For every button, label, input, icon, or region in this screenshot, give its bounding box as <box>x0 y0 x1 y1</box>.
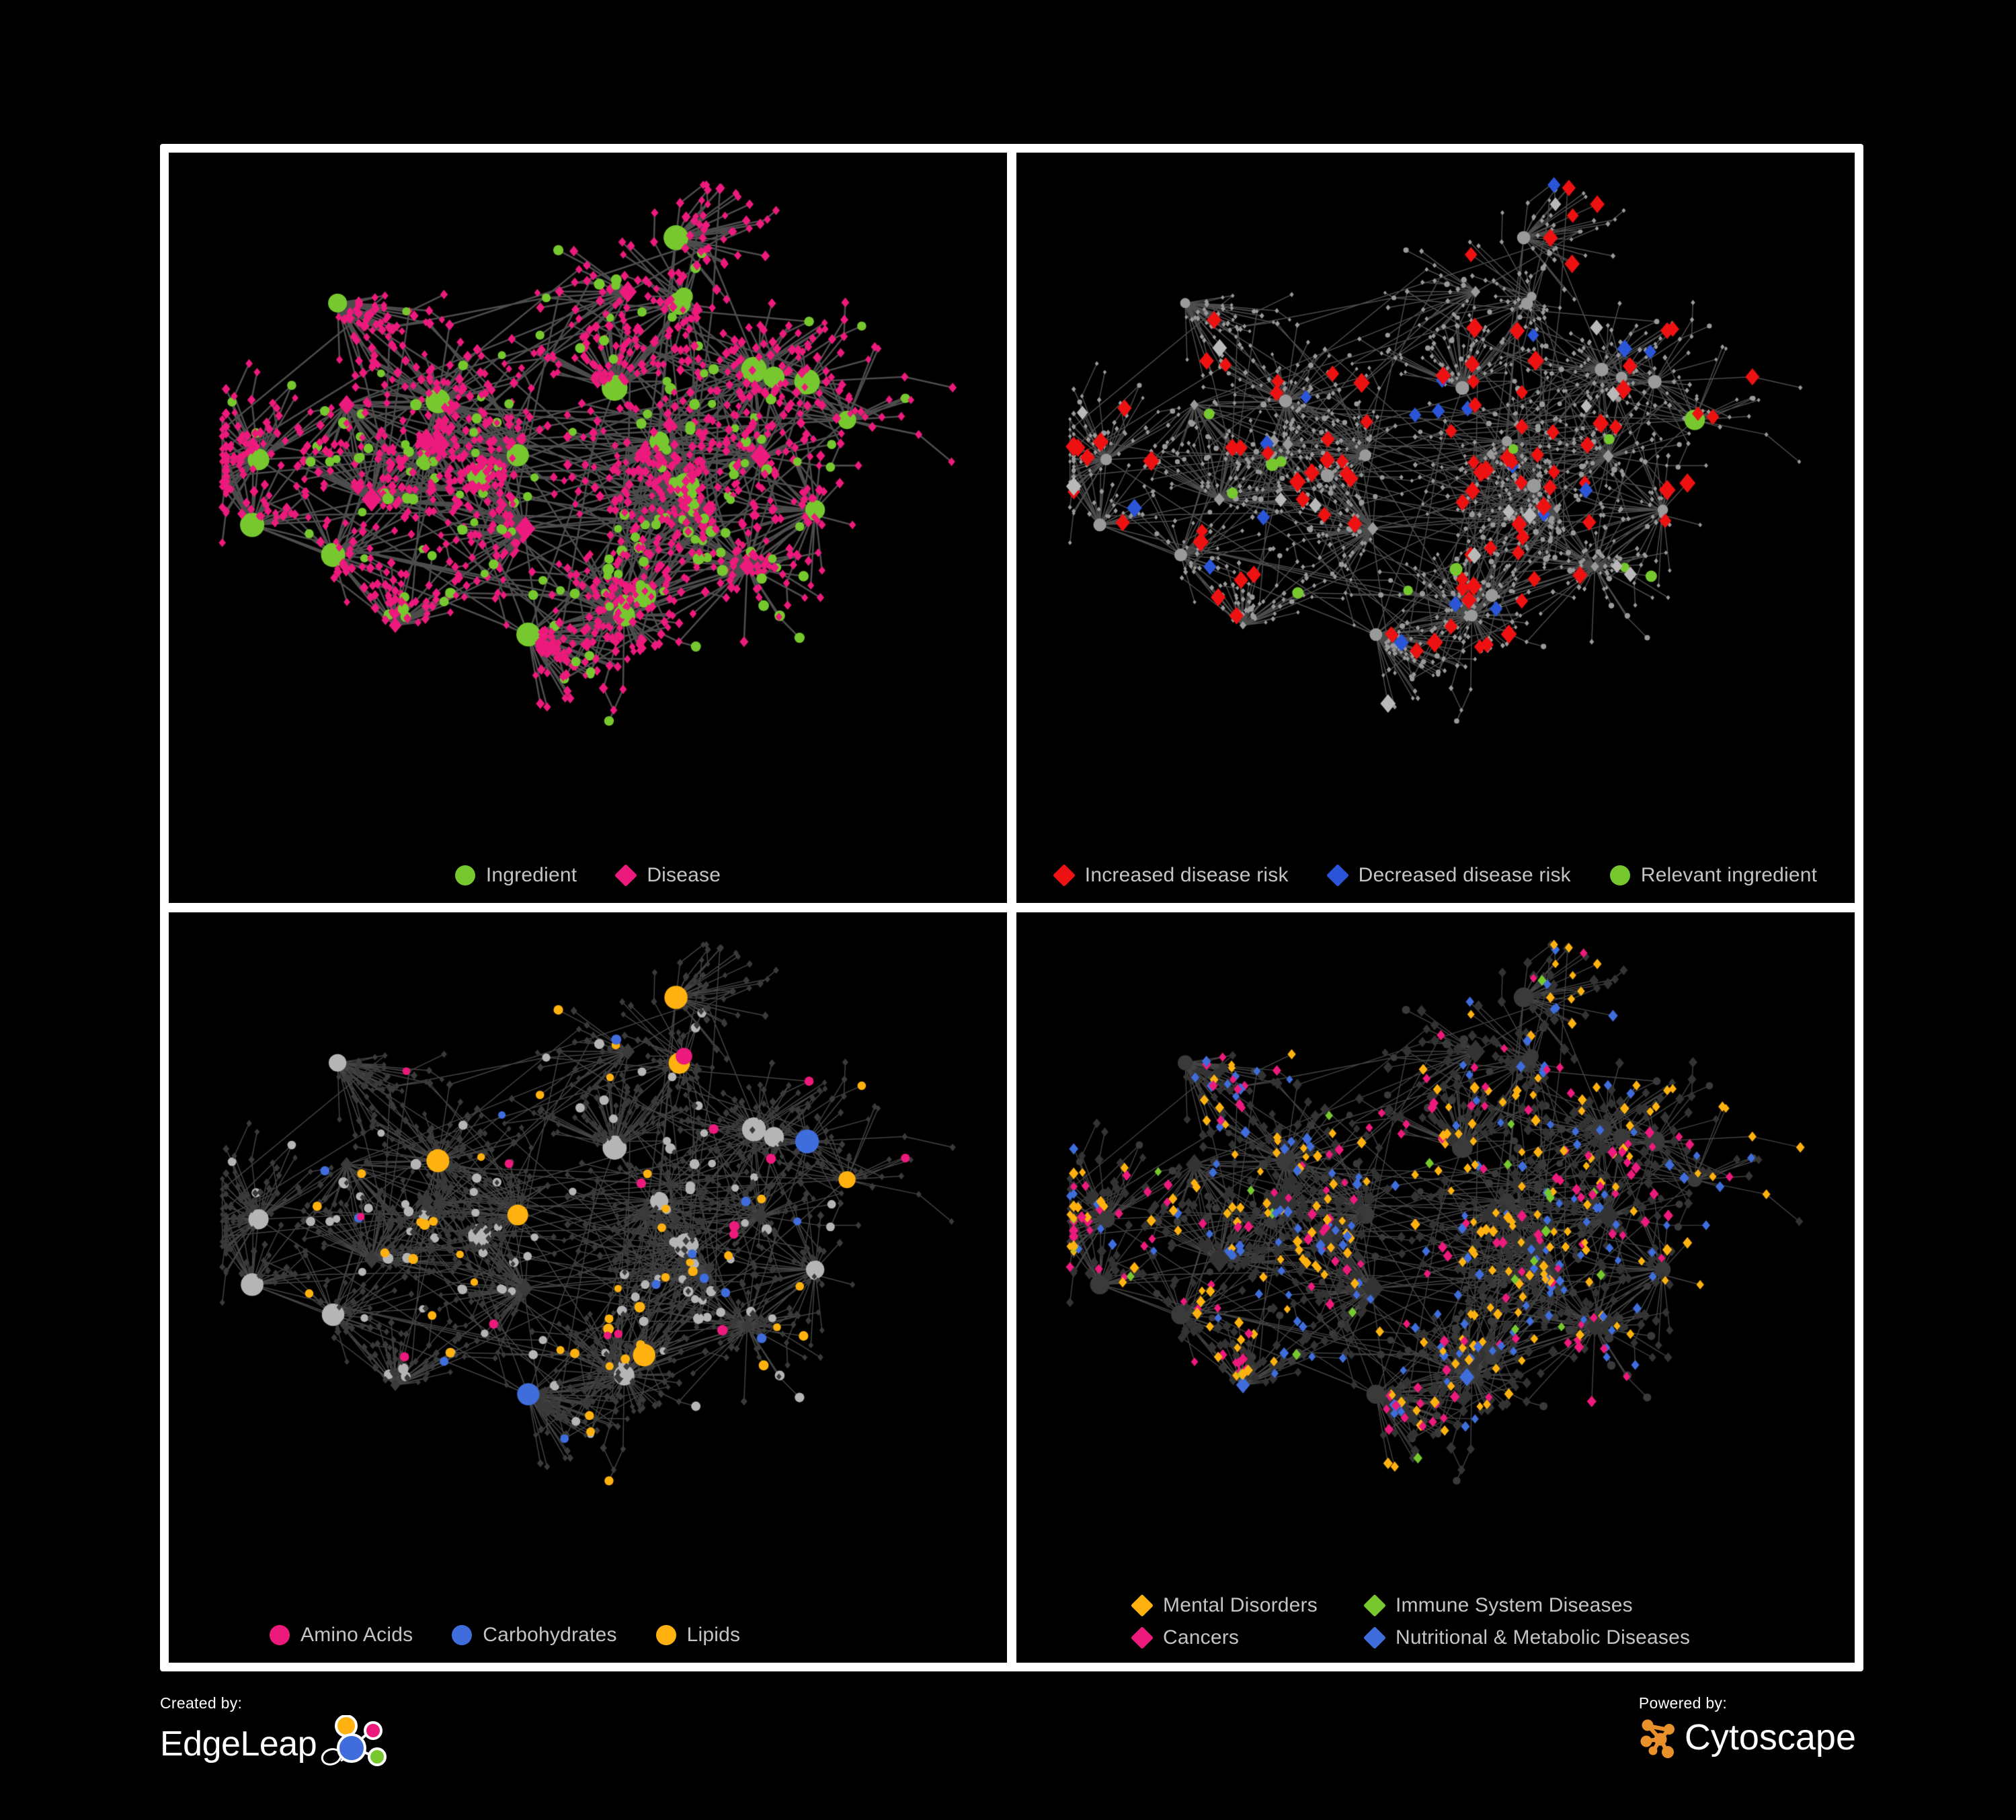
cytoscape-logo-row: Cytoscape <box>1639 1715 1856 1759</box>
footer-branding: Created by: EdgeLeap Powered by: <box>160 1694 1856 1809</box>
panel-nutrient-classes[interactable]: Amino Acids Carbohydrates Lipids <box>169 912 1007 1663</box>
cytoscape-wordmark: Cytoscape <box>1684 1717 1856 1757</box>
panel-network-overview[interactable]: Ingredient Disease <box>169 153 1007 903</box>
legend-label-decreased-risk: Decreased disease risk <box>1358 864 1571 886</box>
ingredient-circle-icon <box>454 865 475 885</box>
legend-label-nutritional-metabolic: Nutritional & Metabolic Diseases <box>1395 1626 1691 1649</box>
cytoscape-graph-icon <box>1640 1719 1675 1758</box>
legend-item-mental-disorders[interactable]: Mental Disorders <box>1131 1594 1318 1617</box>
legend-label-lipids: Lipids <box>686 1624 741 1646</box>
panel-grid: Ingredient Disease Increased disease ris… <box>160 144 1863 1671</box>
increased-risk-diamond-icon <box>1052 864 1076 887</box>
edgeleap-logo[interactable]: Created by: EdgeLeap <box>160 1694 393 1773</box>
legend-item-lipids[interactable]: Lipids <box>655 1624 741 1646</box>
network-canvas-4[interactable] <box>1016 912 1855 1663</box>
relevant-ingredient-circle-icon <box>1609 865 1630 885</box>
lipids-circle-icon <box>655 1625 676 1645</box>
legend-panel-2: Increased disease risk Decreased disease… <box>1016 864 1855 887</box>
mental-disorders-diamond-icon <box>1131 1594 1154 1617</box>
disease-diamond-icon <box>614 864 638 887</box>
panel-disease-categories[interactable]: Mental Disorders Immune System Diseases … <box>1016 912 1855 1663</box>
legend-item-immune-system-diseases[interactable]: Immune System Diseases <box>1363 1594 1690 1617</box>
panel-disease-risk[interactable]: Increased disease risk Decreased disease… <box>1016 153 1855 903</box>
legend-item-ingredient[interactable]: Ingredient <box>454 864 577 886</box>
cytoscape-logo[interactable]: Powered by: <box>1639 1694 1856 1759</box>
legend-panel-3: Amino Acids Carbohydrates Lipids <box>169 1625 1007 1645</box>
edgeleap-wordmark: EdgeLeap <box>160 1725 317 1764</box>
legend-item-carbohydrates[interactable]: Carbohydrates <box>452 1625 616 1645</box>
nutritional-metabolic-diamond-icon <box>1363 1626 1386 1649</box>
legend-label-immune-system-diseases: Immune System Diseases <box>1395 1594 1633 1616</box>
powered-by-caption: Powered by: <box>1638 1694 1728 1712</box>
legend-label-relevant-ingredient: Relevant ingredient <box>1640 864 1818 886</box>
legend-item-amino-acids[interactable]: Amino Acids <box>270 1625 413 1645</box>
legend-item-nutritional-metabolic[interactable]: Nutritional & Metabolic Diseases <box>1363 1626 1691 1649</box>
immune-system-diamond-icon <box>1363 1594 1386 1617</box>
decreased-risk-diamond-icon <box>1326 864 1349 887</box>
legend-label-amino-acids: Amino Acids <box>300 1624 413 1646</box>
legend-item-cancers[interactable]: Cancers <box>1131 1626 1318 1649</box>
edgeleap-logo-row: EdgeLeap <box>160 1715 393 1773</box>
cancers-diamond-icon <box>1131 1626 1154 1649</box>
edgeleap-graph-icon <box>321 1715 387 1766</box>
legend-panel-4: Mental Disorders Immune System Diseases … <box>1016 1594 1855 1649</box>
legend-item-increased-risk[interactable]: Increased disease risk <box>1052 864 1289 887</box>
network-canvas-1[interactable] <box>169 153 1007 903</box>
legend-item-relevant-ingredient[interactable]: Relevant ingredient <box>1609 864 1818 886</box>
legend-label-ingredient: Ingredient <box>485 864 577 886</box>
legend-label-carbohydrates: Carbohydrates <box>483 1624 617 1646</box>
carbohydrates-circle-icon <box>452 1625 473 1645</box>
legend-label-mental-disorders: Mental Disorders <box>1163 1594 1318 1616</box>
legend-label-increased-risk: Increased disease risk <box>1084 864 1289 886</box>
created-by-caption: Created by: <box>160 1694 243 1712</box>
network-canvas-2[interactable] <box>1016 153 1855 903</box>
legend-label-cancers: Cancers <box>1163 1626 1240 1649</box>
legend-item-disease[interactable]: Disease <box>614 864 721 887</box>
network-canvas-3[interactable] <box>169 912 1007 1663</box>
legend-panel-1: Ingredient Disease <box>169 864 1007 887</box>
legend-label-disease: Disease <box>647 864 721 886</box>
amino-acids-circle-icon <box>270 1625 290 1645</box>
legend-item-decreased-risk[interactable]: Decreased disease risk <box>1326 864 1571 887</box>
